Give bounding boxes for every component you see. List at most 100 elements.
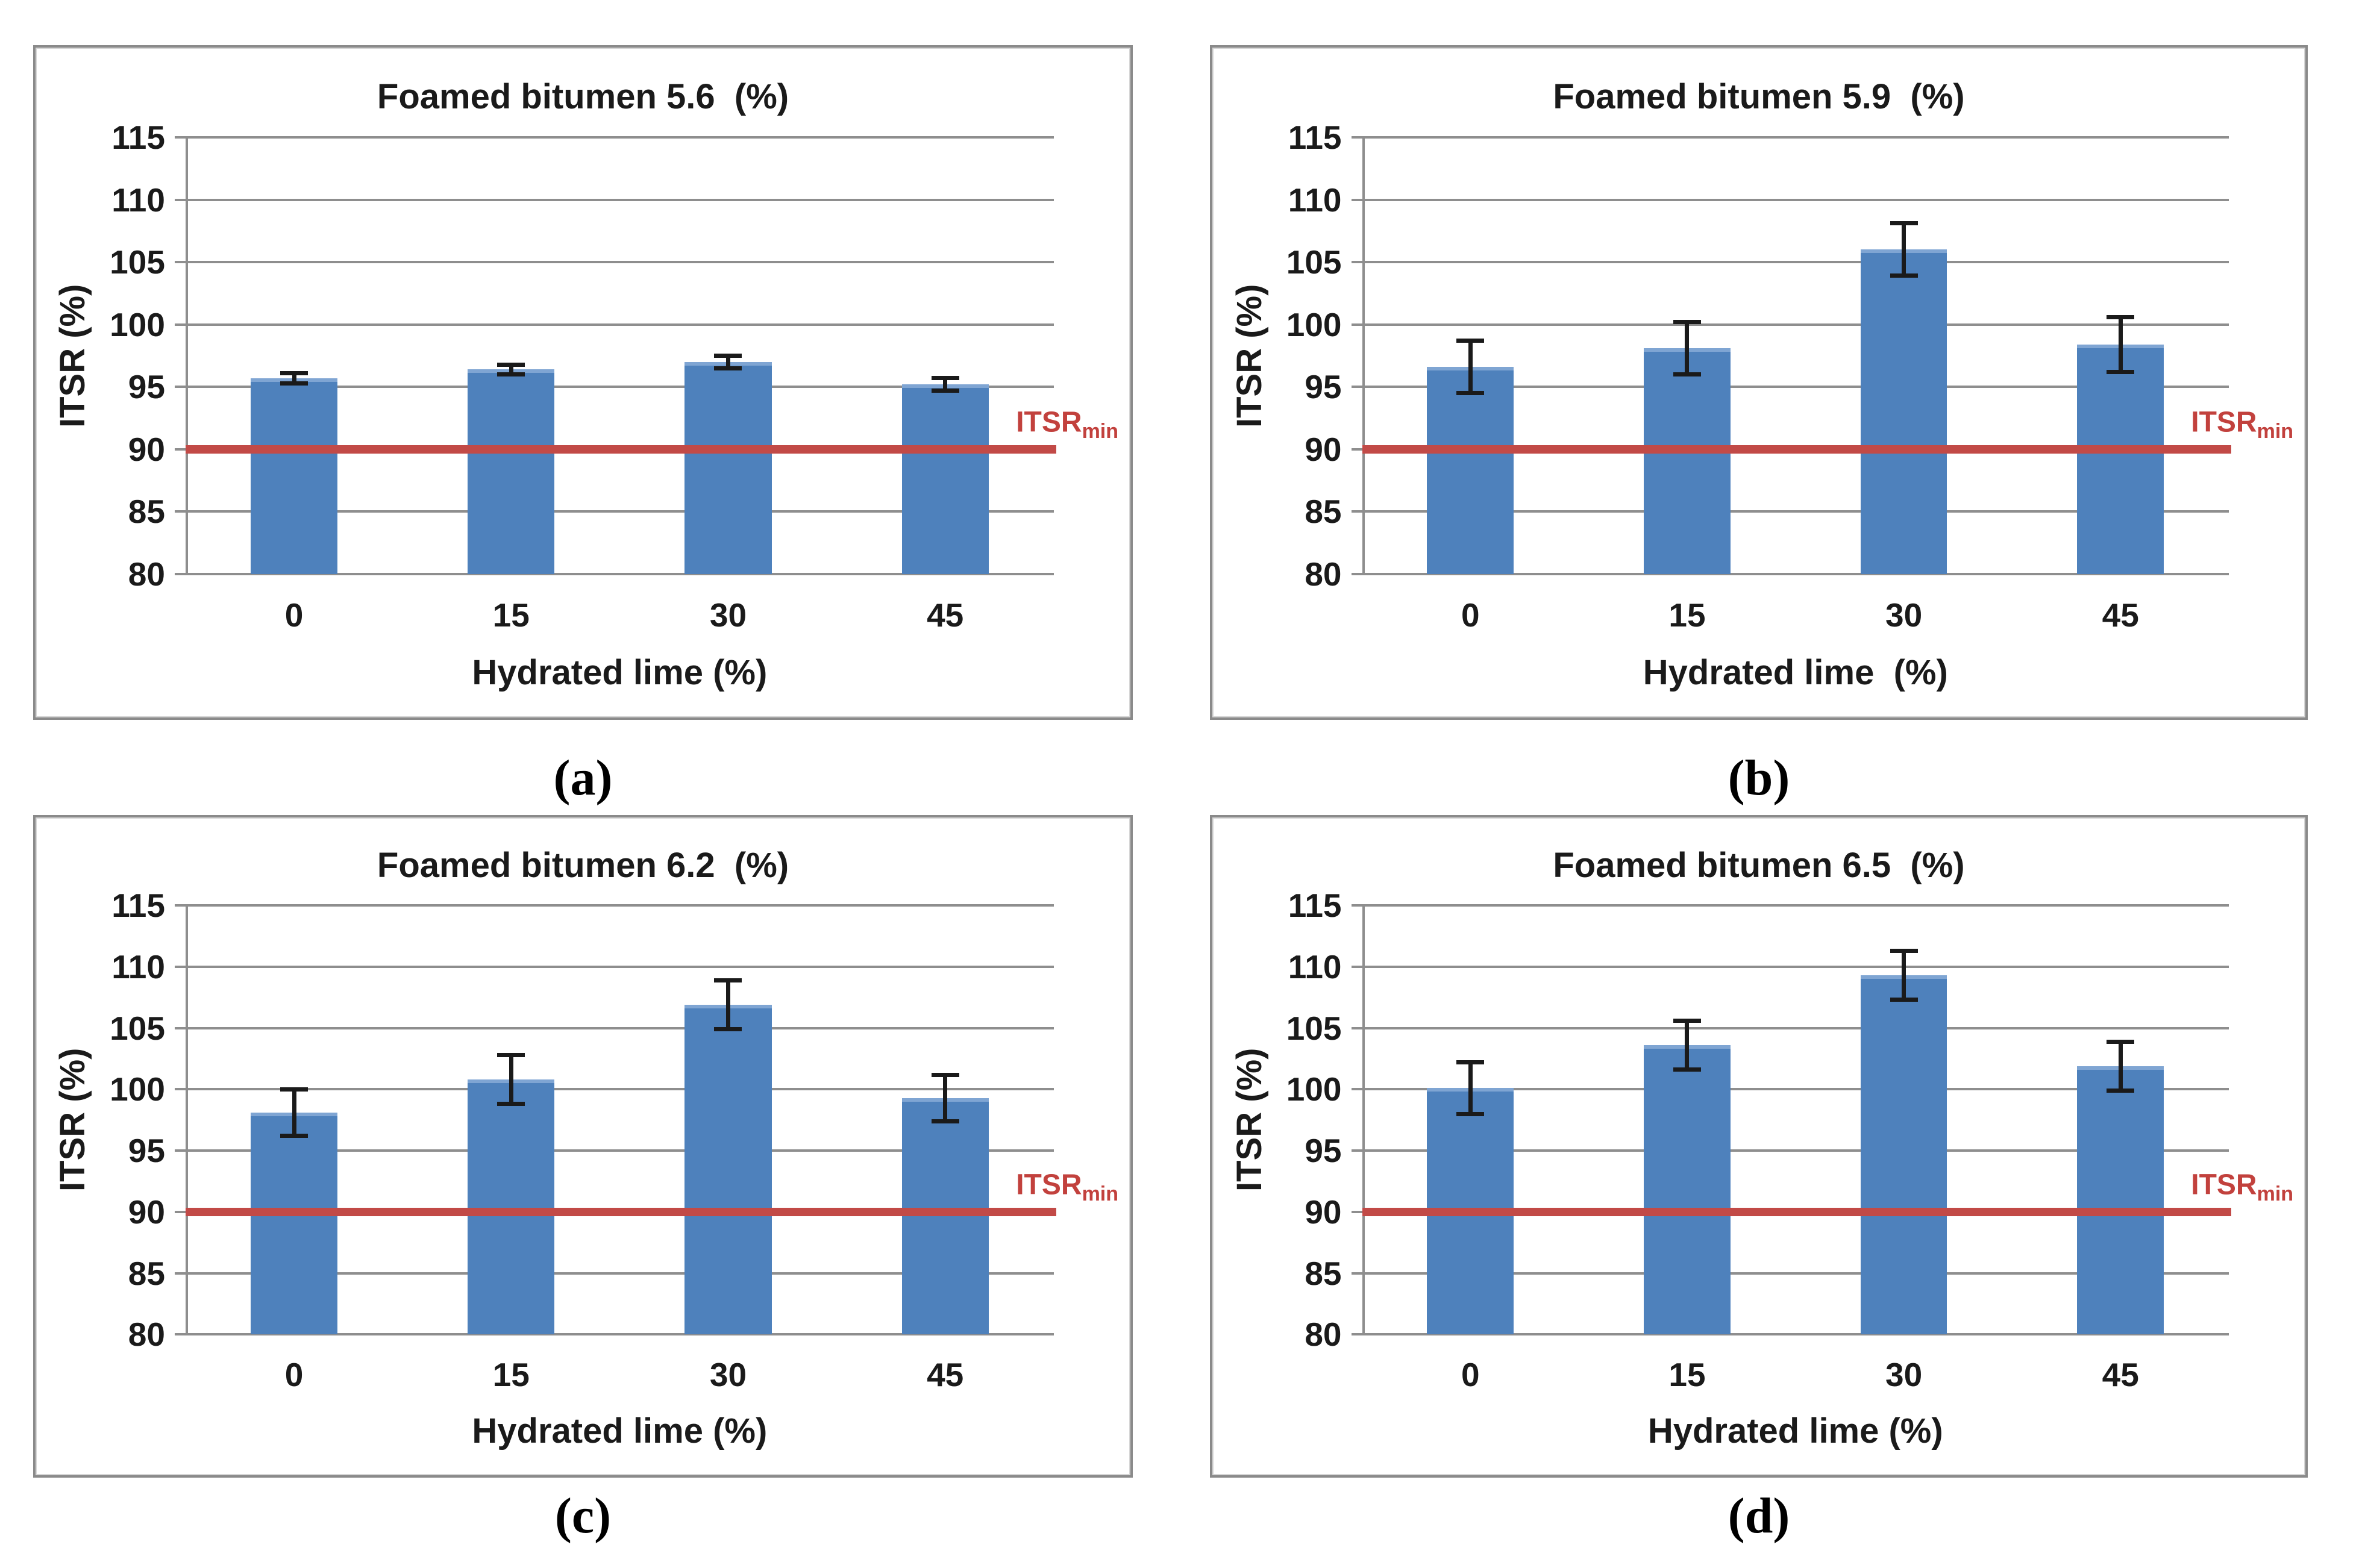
error-bar — [943, 1075, 948, 1122]
chart-panel-c: Foamed bitumen 6.2 (%) ITSR (%) 115 110 10… — [33, 815, 1133, 1478]
y-tick-label: 80 — [1305, 1316, 1342, 1354]
y-tick-label: 90 — [1305, 1193, 1342, 1231]
error-bar — [943, 378, 948, 391]
gridline — [185, 1149, 1054, 1152]
x-axis-title: Hydrated lime (%) — [472, 652, 768, 692]
error-bar-cap — [1890, 998, 1918, 1002]
y-tick-mark — [174, 1272, 186, 1275]
bar-45 — [901, 384, 989, 575]
gridline — [1362, 1333, 2229, 1336]
chart-title: Foamed bitumen 5.9 (%) — [1553, 77, 1965, 116]
x-tick-label: 45 — [2102, 1355, 2139, 1393]
error-bar-cap — [497, 1102, 525, 1107]
y-tick-mark — [1351, 573, 1362, 576]
gridline — [1362, 136, 2229, 139]
error-bar-cap — [714, 366, 742, 370]
y-tick-label: 85 — [1305, 493, 1342, 531]
y-tick-label: 85 — [128, 1254, 165, 1292]
gridline — [185, 1026, 1054, 1029]
panel-caption-c: (c) — [554, 1488, 612, 1544]
error-bar-cap — [2107, 369, 2135, 374]
error-bar — [2118, 317, 2123, 372]
x-tick-label: 0 — [1461, 1355, 1480, 1393]
error-bar-cap — [931, 376, 959, 381]
bar-30 — [1860, 249, 1947, 575]
bar-45 — [2077, 344, 2164, 575]
y-tick-mark — [174, 261, 186, 264]
x-tick-label: 45 — [927, 596, 964, 634]
error-bar-cap — [2107, 1088, 2135, 1093]
error-bar-cap — [1673, 1067, 1701, 1072]
threshold-line — [1362, 1207, 2232, 1216]
bar-15 — [468, 1079, 555, 1335]
y-tick-label: 95 — [128, 368, 165, 406]
y-tick-label: 100 — [110, 305, 165, 343]
error-bar — [725, 980, 730, 1029]
y-tick-mark — [1351, 1088, 1362, 1091]
error-bar — [1685, 322, 1690, 375]
threshold-label-main: ITSR — [2191, 1169, 2257, 1201]
gridline — [1362, 1088, 2229, 1091]
gridline — [1362, 198, 2229, 201]
threshold-label-sub: min — [1082, 420, 1119, 443]
bar-30 — [684, 361, 772, 575]
x-tick-label: 45 — [927, 1355, 964, 1393]
gridline — [185, 1272, 1054, 1275]
bar-45 — [901, 1098, 989, 1335]
y-tick-label: 110 — [1288, 181, 1342, 219]
x-tick-label: 45 — [2102, 596, 2139, 634]
bar-15 — [1644, 1045, 1731, 1335]
y-tick-mark — [1351, 136, 1362, 139]
y-tick-mark — [1351, 1333, 1362, 1336]
threshold-line — [185, 445, 1056, 454]
y-tick-mark — [1351, 386, 1362, 389]
y-tick-label: 100 — [110, 1070, 165, 1108]
gridline — [185, 966, 1054, 969]
y-tick-mark — [174, 1333, 186, 1336]
gridline — [1362, 573, 2229, 576]
plot-area: 115 110 105 100 95 90 85 80 — [110, 887, 1056, 1353]
threshold-label-main: ITSR — [1016, 406, 1082, 439]
error-bar — [725, 355, 730, 369]
error-bar-cap — [497, 372, 525, 377]
error-bar-cap — [714, 978, 742, 982]
gridline — [185, 198, 1054, 201]
bar-30 — [684, 1005, 772, 1335]
error-bar — [2118, 1042, 2123, 1091]
y-tick-label: 115 — [111, 887, 165, 925]
y-tick-label: 80 — [128, 555, 165, 593]
error-bar-cap — [497, 1052, 525, 1057]
gridline — [1362, 386, 2229, 389]
gridline — [1362, 966, 2229, 969]
y-tick-mark — [1351, 448, 1362, 451]
error-bar-cap — [931, 389, 959, 393]
bar-15 — [468, 369, 555, 575]
y-axis-line — [1362, 905, 1365, 1335]
gridline — [185, 386, 1054, 389]
plot-area: 115 110 105 100 95 90 85 80 — [1286, 119, 2232, 593]
gridline — [185, 904, 1054, 907]
error-bar — [1685, 1020, 1690, 1070]
x-tick-label: 15 — [1668, 1355, 1706, 1393]
y-tick-mark — [174, 448, 186, 451]
gridline — [185, 573, 1054, 576]
y-tick-mark — [174, 198, 186, 201]
gridline — [1362, 1272, 2229, 1275]
x-tick-label: 15 — [492, 1355, 530, 1393]
error-bar-cap — [497, 362, 525, 367]
gridline — [185, 136, 1054, 139]
threshold-line — [185, 1207, 1056, 1216]
x-tick-label: 30 — [1885, 1355, 1923, 1393]
bar-0 — [250, 1113, 338, 1335]
x-tick-label: 0 — [1461, 596, 1480, 634]
y-tick-label: 85 — [128, 493, 165, 531]
bar-15 — [1644, 348, 1731, 575]
y-tick-mark — [1351, 904, 1362, 907]
y-tick-label: 80 — [1305, 555, 1342, 593]
y-tick-mark — [174, 1149, 186, 1152]
x-tick-label: 30 — [709, 596, 747, 634]
y-axis-title: ITSR (%) — [53, 1048, 92, 1192]
y-tick-mark — [174, 904, 186, 907]
x-tick-labels: 0 15 30 45 — [1362, 1352, 2229, 1398]
y-tick-mark — [174, 510, 186, 513]
